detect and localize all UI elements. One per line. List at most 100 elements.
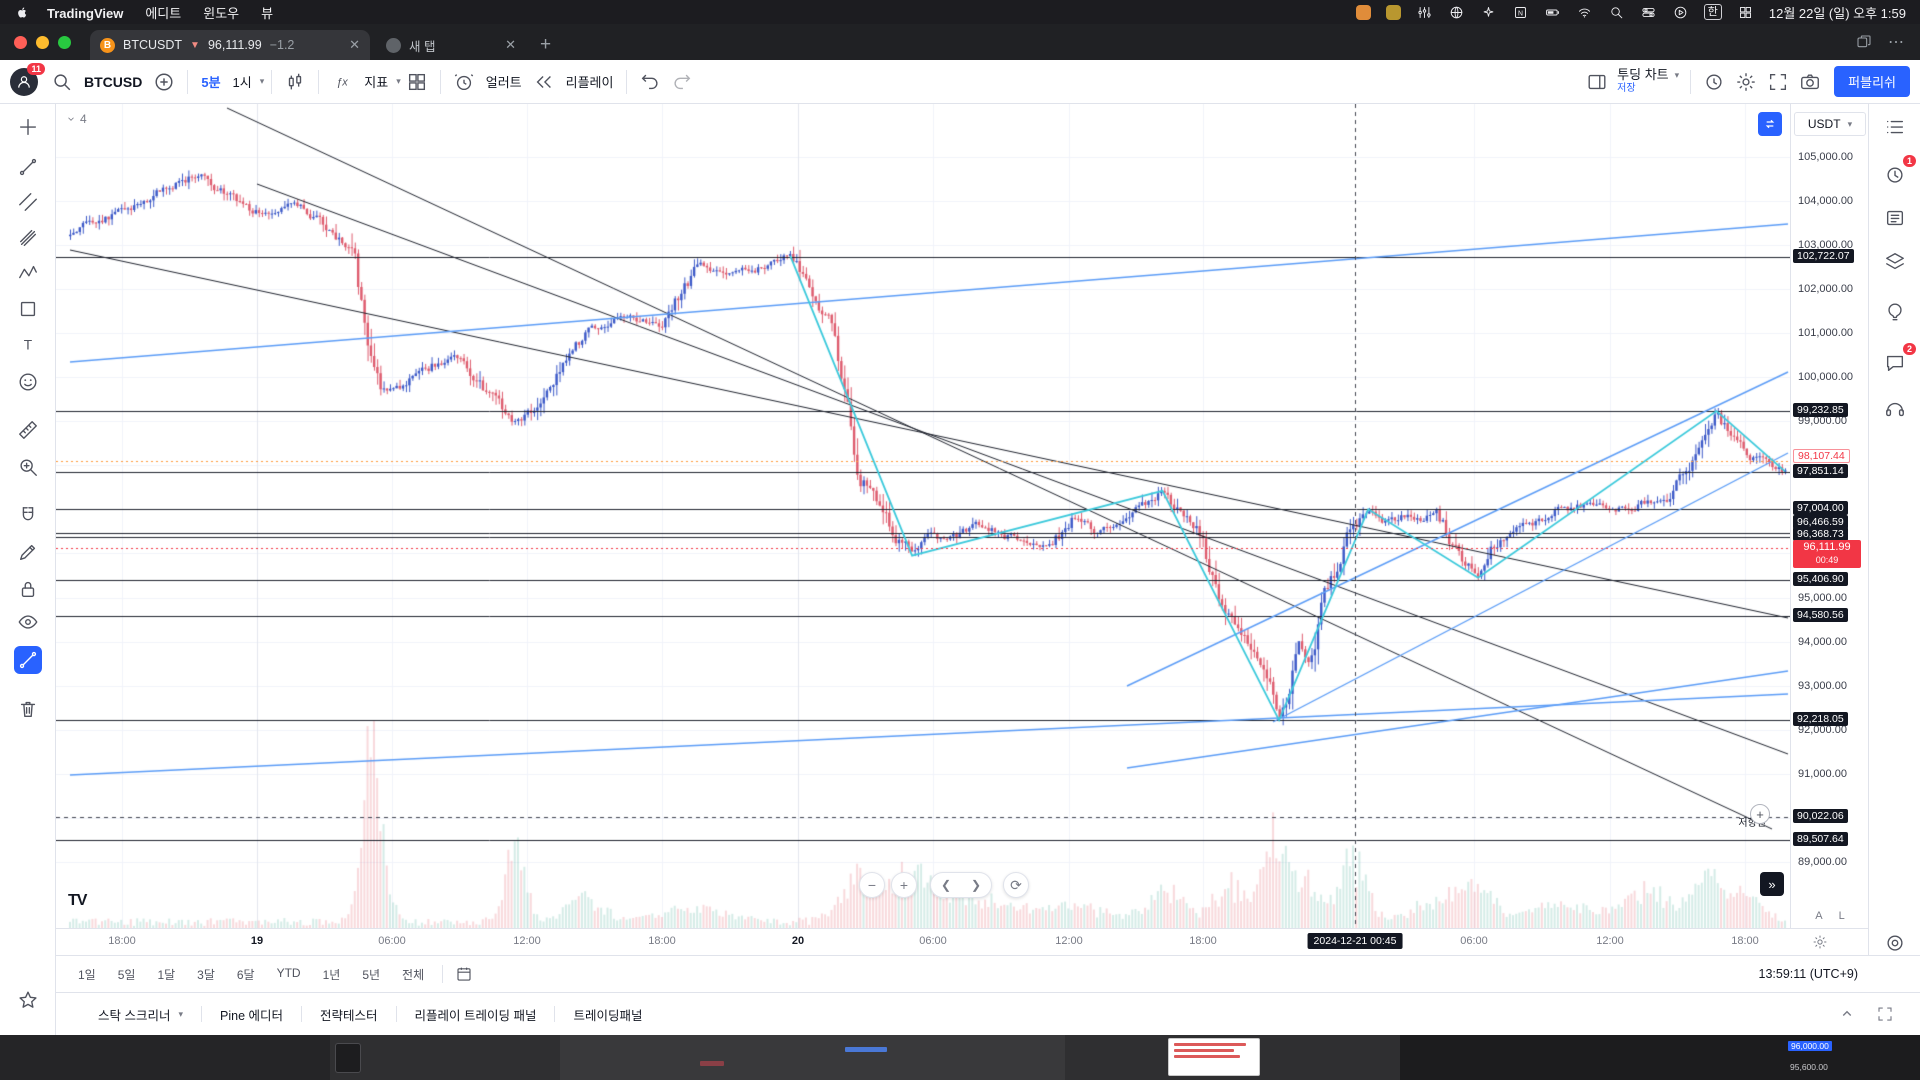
measure-ruler-tool[interactable] — [14, 416, 42, 444]
zoom-in-tool[interactable] — [14, 453, 42, 481]
symbol-search-icon[interactable] — [46, 66, 78, 98]
emoji-tool[interactable] — [14, 368, 42, 396]
range-5년[interactable]: 5년 — [362, 967, 381, 982]
wifi-icon[interactable] — [1576, 4, 1593, 21]
news-icon[interactable] — [1881, 204, 1909, 232]
watchlist-icon[interactable] — [1881, 113, 1909, 141]
alert-clock-icon[interactable] — [448, 66, 480, 98]
zoom-in-button[interactable]: + — [891, 872, 917, 898]
user-avatar[interactable]: 11 — [10, 62, 45, 96]
time-axis[interactable]: 2024-12-21 00:45 18:00 19 06:00 12:00 18:00 2… — [56, 928, 1790, 955]
symbol-name[interactable]: BTCUSD — [84, 73, 143, 90]
publish-button[interactable]: 퍼블리쉬 — [1834, 66, 1910, 97]
range-1달[interactable]: 1달 — [157, 967, 176, 982]
app-icon-orange[interactable] — [1355, 4, 1371, 20]
pattern-tool[interactable] — [14, 259, 42, 287]
panel-tab-전략테스터[interactable]: 전략테스터 — [320, 1008, 378, 1023]
range-전체[interactable]: 전체 — [402, 967, 425, 982]
battery-icon[interactable] — [1544, 4, 1561, 21]
close-tab-icon[interactable]: ✕ — [349, 37, 360, 52]
app-icon-gold[interactable] — [1385, 4, 1401, 20]
keyboard-grid-icon[interactable] — [1737, 4, 1754, 21]
chart-clock[interactable]: 13:59:11 (UTC+9) — [1758, 967, 1858, 981]
range-1년[interactable]: 1년 — [322, 967, 341, 982]
replay-label[interactable]: 리플레이 — [565, 75, 614, 90]
scroll-left-button[interactable]: ❮ — [940, 878, 952, 892]
unit-selector[interactable]: USDT ▾ — [1794, 112, 1866, 136]
currency-swap-icon[interactable] — [1758, 112, 1782, 136]
redo-icon[interactable] — [666, 66, 698, 98]
pane-collapse-badge[interactable]: 4 — [66, 112, 87, 126]
spotlight-search-icon[interactable] — [1608, 4, 1625, 21]
magnet-tool[interactable] — [14, 502, 42, 530]
tradingview-logo[interactable]: TV — [68, 892, 87, 909]
chart-pane[interactable]: 4 저항선 − + ❮ ❯ ⟳ » TV + — [56, 104, 1790, 928]
new-tab-button[interactable]: + — [540, 34, 552, 55]
range-YTD[interactable]: YTD — [276, 965, 301, 980]
snapshot-camera-icon[interactable] — [1794, 66, 1826, 98]
control-center-icon[interactable] — [1640, 4, 1657, 21]
media-play-icon[interactable] — [1672, 4, 1689, 21]
interval-5m[interactable]: 5분 — [201, 75, 221, 90]
data-window-icon[interactable] — [1881, 248, 1909, 276]
menu-뷰[interactable]: 뷰 — [261, 5, 274, 21]
notion-icon[interactable]: N — [1512, 4, 1529, 21]
auto-scale-toggle[interactable]: A — [1815, 910, 1823, 922]
streams-icon[interactable] — [1881, 395, 1909, 423]
panel-tab-Pine 에디터[interactable]: Pine 에디터 — [220, 1008, 284, 1023]
input-source-indicator[interactable]: 한 — [1703, 4, 1722, 20]
draw-pencil-tool[interactable] — [14, 538, 42, 566]
collapse-panel-icon[interactable] — [1838, 1005, 1856, 1023]
chart-style-icon[interactable] — [279, 66, 311, 98]
menu-TradingView[interactable]: TradingView — [47, 5, 124, 21]
pitchfork-tool[interactable] — [14, 224, 42, 252]
expand-panel-icon[interactable] — [1876, 1005, 1894, 1023]
menu-에디트[interactable]: 에디트 — [145, 5, 182, 21]
jump-to-latest-button[interactable]: » — [1760, 872, 1784, 896]
favorites-star[interactable] — [14, 986, 42, 1014]
range-5일[interactable]: 5일 — [117, 967, 136, 982]
compare-add-icon[interactable] — [148, 66, 180, 98]
hide-drawings-tool[interactable] — [14, 608, 42, 636]
panel-tab-리플레이 트레이딩 패널[interactable]: 리플레이 트레이딩 패널 — [414, 1008, 537, 1023]
background-window-strip[interactable]: 96,000.00 95,600.00 — [0, 1035, 1920, 1080]
price-axis[interactable]: USDT ▾ A L 105,000.00 104,000.00 103,000.0… — [1790, 104, 1868, 928]
panel-tab-트레이딩패널[interactable]: 트레이딩패널 — [573, 1008, 643, 1023]
range-1일[interactable]: 1일 — [78, 967, 96, 982]
menu-윈도우[interactable]: 윈도우 — [203, 5, 240, 21]
zoom-window-button[interactable] — [58, 35, 71, 49]
workflow-icon[interactable] — [1416, 4, 1433, 21]
log-scale-toggle[interactable]: L — [1838, 910, 1845, 922]
shapes-tool[interactable] — [14, 295, 42, 323]
close-tab-icon[interactable]: ✕ — [505, 37, 516, 52]
tab-btcusdt[interactable]: B BTCUSDT ▼ 96,111.99 −1.2 ✕ — [90, 30, 370, 60]
crosshair-tool[interactable] — [14, 113, 42, 141]
alert-log-icon[interactable] — [1698, 66, 1730, 98]
chart-name-block[interactable]: 투딩 차트 ▾ 저장 — [1613, 67, 1683, 96]
interval-1h[interactable]: 1시 — [232, 75, 252, 90]
range-6달[interactable]: 6달 — [236, 967, 255, 982]
alert-label[interactable]: 얼러트 — [485, 75, 522, 90]
indicators-label[interactable]: 지표 — [364, 75, 389, 90]
tab-overview-icon[interactable] — [1856, 34, 1872, 50]
zoom-out-button[interactable]: − — [859, 872, 885, 898]
replay-icon[interactable] — [528, 66, 560, 98]
alerts-icon[interactable]: 1 — [1881, 155, 1916, 189]
panel-layout-icon[interactable] — [1581, 66, 1613, 98]
minimize-window-button[interactable] — [36, 35, 49, 49]
panel-tab-스탁 스크리너[interactable]: 스탁 스크리너 ▾ — [98, 1008, 184, 1023]
chevron-down-icon[interactable]: ▾ — [259, 76, 265, 86]
calendar-icon[interactable] — [1881, 929, 1909, 957]
text-tool[interactable]: T — [14, 331, 42, 359]
price-chart-canvas[interactable] — [56, 104, 1790, 928]
reset-chart-button[interactable]: ⟳ — [1003, 872, 1029, 898]
save-status[interactable]: 저장 — [1617, 82, 1636, 94]
apple-menu-icon[interactable] — [14, 4, 31, 21]
layout-grid-icon[interactable] — [401, 66, 433, 98]
tab-new[interactable]: 새 탭 ✕ — [376, 30, 526, 60]
trendline-tool[interactable] — [14, 153, 42, 181]
remove-drawings-tool[interactable] — [14, 695, 42, 723]
chevron-down-icon[interactable]: ▾ — [396, 76, 401, 86]
settings-gear-icon[interactable] — [1730, 66, 1762, 98]
goto-date-button[interactable] — [442, 965, 473, 983]
